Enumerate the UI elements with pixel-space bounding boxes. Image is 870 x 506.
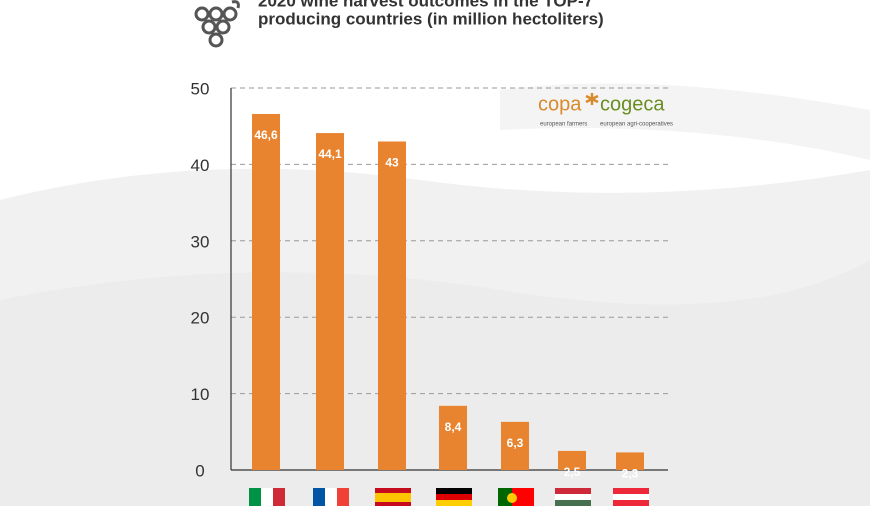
bar	[316, 133, 344, 471]
bar	[252, 113, 280, 470]
bar	[439, 405, 467, 470]
flags	[249, 488, 649, 506]
value-label: 43	[385, 156, 399, 170]
value-label: 44,1	[318, 147, 342, 161]
background-texture	[0, 83, 870, 506]
grape-icon	[194, 0, 240, 48]
y-tick-label: 40	[191, 156, 210, 175]
y-tick-label: 10	[191, 385, 210, 404]
logo-right: cogeca	[600, 93, 665, 115]
value-label: 46,6	[254, 128, 278, 142]
value-label: 2,5	[564, 465, 581, 479]
bar	[501, 421, 529, 470]
y-tick-label: 0	[195, 461, 204, 480]
value-label: 8,4	[445, 420, 462, 434]
chart-title: producing countries (in million hectolit…	[258, 9, 604, 28]
y-tick-label: 30	[191, 232, 210, 251]
logo-caption: european agri-cooperatives	[600, 122, 673, 128]
bar	[378, 141, 406, 471]
value-label: 6,3	[507, 436, 524, 450]
chart-title: 2020 wine harvest outcomes in the TOP-7	[258, 0, 593, 10]
y-tick-label: 20	[191, 309, 210, 328]
value-label: 2,3	[622, 467, 639, 481]
logo-star	[585, 93, 599, 105]
logo: copa cogeca european farmers european ag…	[538, 93, 673, 128]
logo-left: copa	[538, 93, 582, 115]
bar	[558, 450, 586, 470]
logo-caption: european farmers	[540, 122, 587, 128]
y-tick-label: 50	[191, 79, 210, 98]
bar	[616, 452, 644, 470]
